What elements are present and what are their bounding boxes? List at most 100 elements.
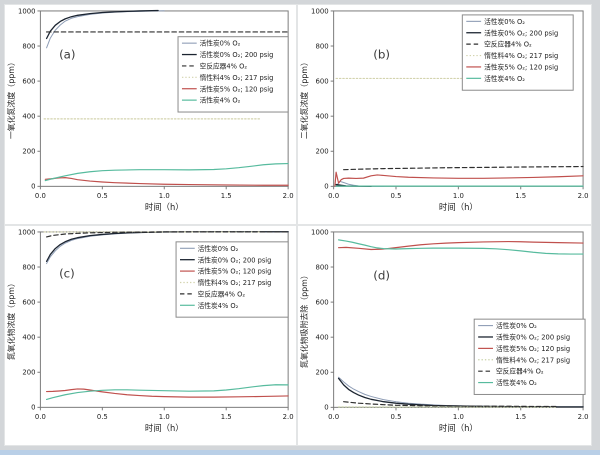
legend-label: 活性炭5% O₂; 120 psig bbox=[198, 267, 272, 276]
x-axis-title: 时间（h） bbox=[145, 423, 184, 433]
x-tick-label: 0.5 bbox=[97, 192, 108, 200]
series-line-4 bbox=[44, 177, 289, 186]
y-axis-title: 氮氧化物吸附去除（ppm） bbox=[299, 271, 309, 368]
series-line-1 bbox=[337, 377, 584, 408]
chart-svg-d: 0 200 400 600 800 1000 0.0 0.5 1.0 1.5 2.0 时间（h） 氮氧化… bbox=[299, 228, 589, 433]
legend: 活性炭0% O₂ 活性炭0% O₂; 200 psig 活性炭5% O₂; 120 … bbox=[175, 241, 289, 318]
x-tick-label: 1.5 bbox=[221, 413, 232, 421]
series-line-2 bbox=[337, 240, 584, 251]
x-tick-label: 2.0 bbox=[578, 192, 589, 200]
x-tick-label: 1.5 bbox=[515, 192, 526, 200]
legend-label: 活性炭0% O₂ bbox=[484, 17, 525, 26]
legend-label: 活性炭0% O₂ bbox=[200, 39, 241, 48]
y-tick-label: 200 bbox=[22, 148, 35, 156]
legend-label: 活性炭0% O₂ bbox=[496, 321, 537, 330]
panel-label: (a) bbox=[59, 47, 75, 61]
series-line-5 bbox=[337, 239, 584, 255]
y-tick-label: 1000 bbox=[311, 7, 329, 15]
y-tick-label: 800 bbox=[22, 42, 35, 50]
y-tick-label: 1000 bbox=[18, 228, 35, 236]
x-tick-label: 2.0 bbox=[578, 413, 589, 421]
x-axis-title: 时间（h） bbox=[439, 423, 478, 433]
legend-label: 活性炭0% O₂; 200 psig bbox=[198, 255, 272, 264]
figure-paper: 0 200 400 600 800 1000 0.0 0.5 1.0 1.5 2.0 时间（h） 一氧化… bbox=[4, 4, 592, 446]
panel-label: (d) bbox=[373, 269, 390, 283]
x-tick-label: 0.5 bbox=[390, 192, 401, 200]
panel-label: (c) bbox=[59, 266, 75, 280]
y-tick-label: 400 bbox=[315, 334, 328, 342]
panel-label: (b) bbox=[373, 48, 390, 62]
legend-label: 活性炭4% O₂ bbox=[200, 96, 241, 105]
y-tick-label: 0 bbox=[324, 404, 328, 412]
legend-label: 活性炭5% O₂; 120 psig bbox=[484, 63, 558, 72]
x-tick-label: 1.0 bbox=[159, 192, 170, 200]
x-tick-label: 1.5 bbox=[221, 192, 232, 200]
x-axis-title: 时间（h） bbox=[145, 202, 184, 212]
x-tick-label: 0.5 bbox=[390, 413, 401, 421]
y-tick-label: 200 bbox=[315, 369, 328, 377]
chart-svg-c: 0 200 400 600 800 1000 0.0 0.5 1.0 1.5 2.0 时间（h） 氮氧化… bbox=[6, 228, 294, 433]
legend-label: 空反应器4% O₂ bbox=[484, 40, 532, 49]
chart-svg-a: 0 200 400 600 800 1000 0.0 0.5 1.0 1.5 2.0 时间（h） 一氧化… bbox=[6, 7, 294, 212]
legend-box bbox=[473, 318, 586, 395]
subplot-c: 0 200 400 600 800 1000 0.0 0.5 1.0 1.5 2.0 时间（h） 氮氧化… bbox=[4, 225, 297, 446]
legend-label: 活性炭5% O₂; 120 psig bbox=[496, 344, 570, 353]
y-tick-label: 0 bbox=[31, 404, 35, 412]
x-tick-label: 0.0 bbox=[35, 413, 46, 421]
x-tick-label: 0.0 bbox=[328, 413, 339, 421]
subplot-d: 0 200 400 600 800 1000 0.0 0.5 1.0 1.5 2.0 时间（h） 氮氧化… bbox=[297, 225, 592, 446]
legend-label: 活性炭4% O₂ bbox=[198, 301, 239, 310]
y-tick-label: 600 bbox=[315, 77, 328, 85]
x-tick-label: 1.5 bbox=[515, 413, 526, 421]
legend-box bbox=[461, 14, 574, 91]
x-tick-label: 0.5 bbox=[97, 413, 108, 421]
x-tick-label: 0.0 bbox=[328, 192, 339, 200]
x-tick-label: 2.0 bbox=[283, 413, 294, 421]
y-tick-label: 200 bbox=[315, 148, 328, 156]
series-line-4 bbox=[45, 231, 289, 238]
series-line-2 bbox=[45, 388, 289, 398]
legend-label: 惰性料4% O₂; 217 psig bbox=[198, 278, 272, 287]
legend-label: 活性炭0% O₂; 200 psig bbox=[496, 333, 570, 342]
legend-label: 惰性料4% O₂; 217 psig bbox=[496, 355, 570, 364]
x-tick-label: 1.0 bbox=[453, 192, 464, 200]
legend: 活性炭0% O₂ 活性炭0% O₂; 200 psig 空反应器4% O₂ 惰性料4%… bbox=[461, 14, 574, 91]
series-line-2 bbox=[343, 165, 584, 171]
series-line-5 bbox=[45, 384, 289, 401]
legend-label: 活性炭4% O₂ bbox=[496, 378, 537, 387]
y-axis-title: 氮氧化物浓度（ppm） bbox=[6, 279, 16, 360]
y-tick-label: 800 bbox=[22, 263, 35, 271]
chart-svg-b: 0 200 400 600 800 1000 0.0 0.5 1.0 1.5 2.0 时间（h） 二氧化… bbox=[299, 7, 589, 212]
y-tick-label: 400 bbox=[315, 113, 328, 121]
x-tick-label: 2.0 bbox=[283, 192, 294, 200]
legend-box bbox=[177, 36, 289, 113]
series-line-5 bbox=[44, 162, 289, 182]
legend-label: 活性炭0% O₂; 200 psig bbox=[200, 50, 274, 59]
series-line-1 bbox=[45, 9, 159, 40]
y-axis-title: 一氧化氮浓度（ppm） bbox=[6, 58, 16, 139]
legend-label: 空反应器4% O₂ bbox=[200, 61, 248, 70]
x-tick-label: 1.0 bbox=[453, 413, 464, 421]
legend-label: 活性炭0% O₂; 200 psig bbox=[484, 28, 558, 37]
series-line-4 bbox=[343, 401, 559, 408]
y-tick-label: 0 bbox=[324, 183, 328, 191]
legend-label: 活性炭4% O₂ bbox=[484, 74, 525, 83]
y-tick-label: 400 bbox=[22, 113, 35, 121]
y-tick-label: 200 bbox=[22, 369, 35, 377]
legend-label: 惰性料4% O₂; 217 psig bbox=[484, 51, 558, 60]
legend-box bbox=[175, 241, 289, 318]
legend-label: 空反应器4% O₂ bbox=[496, 367, 544, 376]
y-tick-label: 600 bbox=[22, 77, 35, 85]
y-tick-label: 0 bbox=[31, 183, 35, 191]
y-tick-label: 800 bbox=[315, 42, 328, 50]
y-tick-label: 1000 bbox=[18, 7, 35, 15]
subplot-a: 0 200 400 600 800 1000 0.0 0.5 1.0 1.5 2.0 时间（h） 一氧化… bbox=[4, 4, 297, 225]
y-tick-label: 600 bbox=[315, 298, 328, 306]
legend-label: 活性炭0% O₂ bbox=[198, 244, 239, 253]
y-tick-label: 1000 bbox=[311, 228, 329, 236]
y-axis-title: 二氧化氮浓度（ppm） bbox=[299, 58, 309, 139]
x-axis-title: 时间（h） bbox=[439, 202, 478, 212]
y-tick-label: 600 bbox=[22, 298, 35, 306]
legend: 活性炭0% O₂ 活性炭0% O₂; 200 psig 活性炭5% O₂; 120 … bbox=[473, 318, 586, 395]
